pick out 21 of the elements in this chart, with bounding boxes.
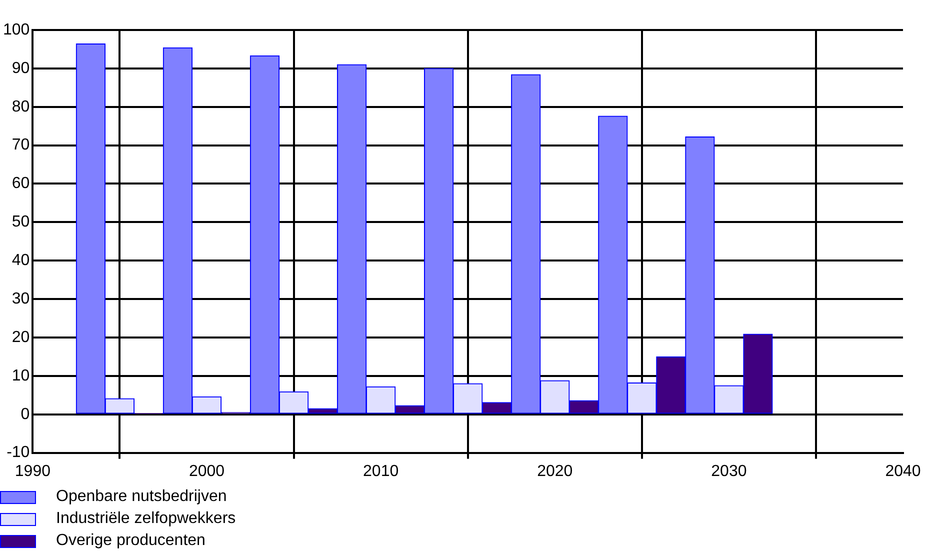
legend-label: Industriële zelfopwekkers <box>56 510 236 528</box>
y-tick-label: 80 <box>12 98 30 116</box>
x-tick-label: 2010 <box>363 462 399 480</box>
y-tick-label: 60 <box>12 175 30 192</box>
y-tick-label: 10 <box>12 367 30 384</box>
x-tick-label: 2030 <box>711 462 747 480</box>
y-tick-label: 50 <box>12 214 30 231</box>
y-tick-label: 0 <box>20 406 30 423</box>
y-tick-label: -10 <box>6 444 30 462</box>
y-tick-label: 70 <box>12 136 30 154</box>
y-tick-label: 90 <box>12 60 30 77</box>
y-tick-label: 100 <box>2 21 30 38</box>
legend-label: Overige producenten <box>56 532 206 550</box>
x-tick-label: 1990 <box>14 462 51 480</box>
x-tick-label: 2020 <box>537 462 573 480</box>
legend-label: Openbare nutsbedrijven <box>56 488 227 506</box>
x-tick-label: 2000 <box>188 462 225 480</box>
y-tick-label: 30 <box>12 290 30 308</box>
y-tick-label: 20 <box>12 328 30 346</box>
y-tick-label: 40 <box>12 252 30 270</box>
x-tick-label: 2040 <box>885 462 921 480</box>
